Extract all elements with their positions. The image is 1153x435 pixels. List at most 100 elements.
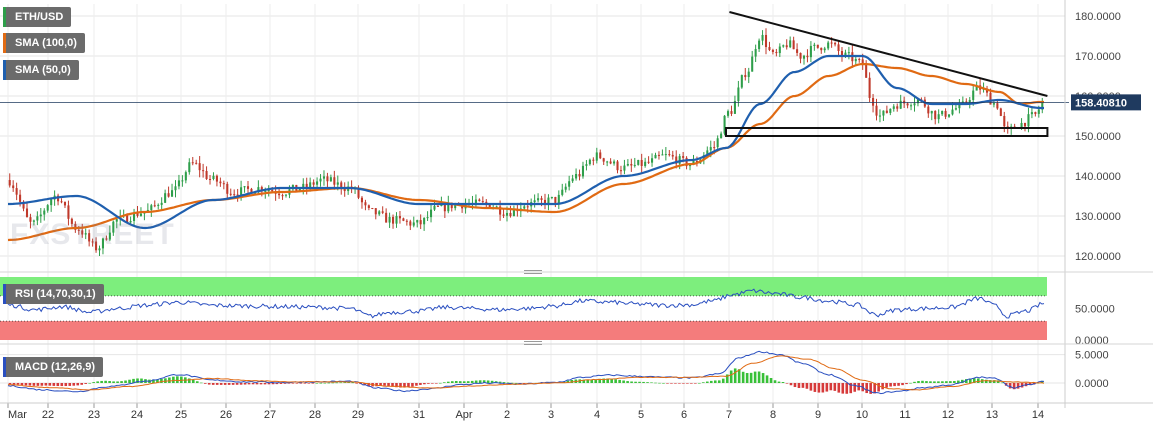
candle-body bbox=[250, 188, 253, 194]
candle-body bbox=[32, 220, 35, 222]
candle-body bbox=[533, 200, 536, 203]
macd-histogram-bar bbox=[391, 383, 394, 387]
date-tick-label: 27 bbox=[264, 409, 276, 421]
macd-histogram-bar bbox=[610, 378, 613, 383]
candle-body bbox=[392, 216, 395, 224]
candle-body bbox=[405, 220, 408, 222]
macd-histogram-bar bbox=[188, 378, 191, 383]
candle-body bbox=[105, 238, 108, 240]
macd-histogram-bar bbox=[913, 381, 916, 383]
candle-body bbox=[1027, 114, 1030, 127]
candle-body bbox=[554, 196, 557, 203]
candle-body bbox=[8, 180, 11, 186]
candle-body bbox=[39, 214, 42, 217]
candle-body bbox=[550, 196, 553, 198]
candle-body bbox=[796, 49, 799, 53]
candle-body bbox=[633, 164, 636, 166]
candle-body bbox=[208, 179, 212, 181]
candle-body bbox=[1034, 112, 1037, 114]
date-axis-labels: Mar 22 23 24 25 26 27 28 29 31 Apr 2 3 4 5 6 7 8 9 10 11 12 13… bbox=[7, 403, 1044, 421]
macd-histogram-bar bbox=[443, 382, 446, 383]
candle-body bbox=[229, 193, 232, 195]
candle-body bbox=[992, 103, 995, 105]
pane-resize-handle-macd[interactable] bbox=[524, 341, 542, 347]
macd-histogram-bar bbox=[965, 379, 968, 383]
macd-histogram-bar bbox=[598, 378, 602, 383]
date-tick-label: 24 bbox=[131, 409, 143, 421]
candle-body bbox=[861, 59, 864, 65]
date-tick-label: 4 bbox=[594, 409, 600, 421]
rsi-overbought-zone bbox=[0, 277, 1047, 296]
date-tick-label: 2 bbox=[504, 409, 510, 421]
macd-histogram-bar bbox=[319, 382, 323, 384]
candle-body bbox=[202, 170, 205, 172]
candle-body bbox=[744, 75, 747, 78]
candle-body bbox=[170, 190, 174, 197]
candle-body bbox=[385, 212, 388, 223]
macd-histogram-bar bbox=[793, 383, 797, 388]
legend-rsi[interactable]: RSI (14,70,30,1) bbox=[3, 284, 104, 304]
macd-histogram-bar bbox=[749, 372, 753, 383]
candle-body bbox=[813, 44, 816, 46]
macd-histogram-bar bbox=[753, 371, 757, 383]
candle-body bbox=[644, 161, 647, 166]
macd-histogram-bar bbox=[741, 371, 745, 383]
pane-resize-handle-rsi[interactable] bbox=[524, 270, 542, 276]
candle-body bbox=[809, 45, 812, 58]
macd-histogram-bar bbox=[291, 383, 295, 384]
date-tick-label: Mar bbox=[8, 409, 27, 421]
candle-body bbox=[1020, 122, 1023, 129]
candle-body bbox=[830, 42, 833, 44]
macd-histogram-bar bbox=[666, 383, 669, 384]
candle-body bbox=[139, 213, 142, 216]
candle-body bbox=[267, 190, 270, 192]
legend-sma50[interactable]: SMA (50,0) bbox=[3, 60, 79, 80]
drawings[interactable] bbox=[725, 11, 1049, 137]
candle-body bbox=[906, 103, 909, 106]
macd-histogram-bar bbox=[199, 382, 203, 384]
candle-body bbox=[312, 182, 315, 185]
rsi-line bbox=[7, 288, 1045, 319]
candle-body bbox=[398, 216, 401, 219]
macd-histogram-bar bbox=[737, 369, 741, 383]
macd-histogram-bar bbox=[152, 379, 155, 383]
legend-macd[interactable]: MACD (12,26,9) bbox=[3, 357, 104, 377]
candle-body bbox=[436, 205, 439, 207]
macd-histogram-bar bbox=[64, 383, 68, 387]
macd-histogram-bar bbox=[618, 379, 621, 383]
candle-body bbox=[619, 170, 623, 172]
macd-histogram-bar bbox=[781, 382, 785, 383]
legend-symbol[interactable]: ETH/USD bbox=[3, 7, 72, 27]
macd-histogram-bar bbox=[215, 383, 219, 385]
candle-body bbox=[564, 186, 567, 190]
date-tick-label: 6 bbox=[681, 409, 687, 421]
macd-histogram-bar bbox=[458, 381, 462, 383]
candle-body bbox=[789, 40, 792, 48]
candle-body bbox=[240, 187, 243, 196]
macd-histogram-bar bbox=[929, 381, 932, 383]
macd-histogram-bar bbox=[303, 383, 307, 384]
macd-histogram-bar bbox=[988, 380, 992, 383]
price-tick-label: 180.0000 bbox=[1075, 11, 1121, 23]
macd-histogram-bar bbox=[925, 381, 928, 383]
macd-histogram-bar bbox=[156, 379, 159, 383]
macd-histogram-bar bbox=[423, 383, 426, 385]
macd-histogram-bar bbox=[817, 383, 821, 393]
candle-body bbox=[1023, 122, 1027, 127]
macd-histogram-bar bbox=[431, 383, 434, 384]
macd-histogram-bar bbox=[674, 383, 677, 384]
macd-histogram-bar bbox=[427, 383, 430, 384]
macd-histogram-bar bbox=[709, 380, 713, 383]
price-tick-label: 170.0000 bbox=[1075, 51, 1121, 63]
candle-body bbox=[184, 172, 187, 181]
macd-histogram-bar bbox=[849, 383, 853, 394]
legend-sma100[interactable]: SMA (100,0) bbox=[3, 33, 85, 53]
macd-histogram-bar bbox=[24, 383, 28, 386]
macd-histogram-bar bbox=[255, 383, 259, 385]
macd-histogram-bar bbox=[996, 380, 1000, 383]
candle-body bbox=[174, 186, 177, 191]
macd-histogram-bar bbox=[650, 382, 653, 384]
macd-histogram-bar bbox=[773, 380, 777, 383]
candle-body bbox=[74, 223, 77, 230]
